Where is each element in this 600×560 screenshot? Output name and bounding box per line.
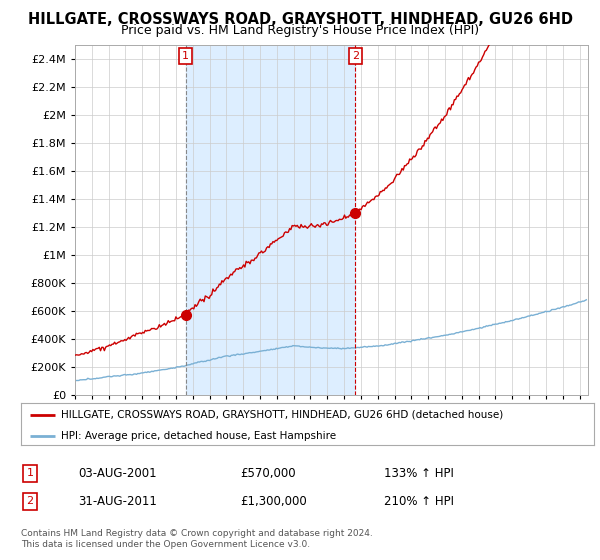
Text: HILLGATE, CROSSWAYS ROAD, GRAYSHOTT, HINDHEAD, GU26 6HD (detached house): HILLGATE, CROSSWAYS ROAD, GRAYSHOTT, HIN… <box>61 410 503 420</box>
Text: Contains HM Land Registry data © Crown copyright and database right 2024.
This d: Contains HM Land Registry data © Crown c… <box>21 529 373 549</box>
Text: 133% ↑ HPI: 133% ↑ HPI <box>384 466 454 480</box>
Text: £570,000: £570,000 <box>240 466 296 480</box>
Bar <box>185 45 355 395</box>
Text: 1: 1 <box>182 51 189 61</box>
Text: Price paid vs. HM Land Registry's House Price Index (HPI): Price paid vs. HM Land Registry's House … <box>121 24 479 36</box>
Text: 210% ↑ HPI: 210% ↑ HPI <box>384 494 454 508</box>
Text: £1,300,000: £1,300,000 <box>240 494 307 508</box>
Text: 31-AUG-2011: 31-AUG-2011 <box>78 494 157 508</box>
Text: 03-AUG-2001: 03-AUG-2001 <box>78 466 157 480</box>
Text: 2: 2 <box>352 51 359 61</box>
Text: 2: 2 <box>26 496 34 506</box>
Text: 1: 1 <box>26 468 34 478</box>
Text: HILLGATE, CROSSWAYS ROAD, GRAYSHOTT, HINDHEAD, GU26 6HD: HILLGATE, CROSSWAYS ROAD, GRAYSHOTT, HIN… <box>28 12 572 27</box>
Text: HPI: Average price, detached house, East Hampshire: HPI: Average price, detached house, East… <box>61 431 336 441</box>
